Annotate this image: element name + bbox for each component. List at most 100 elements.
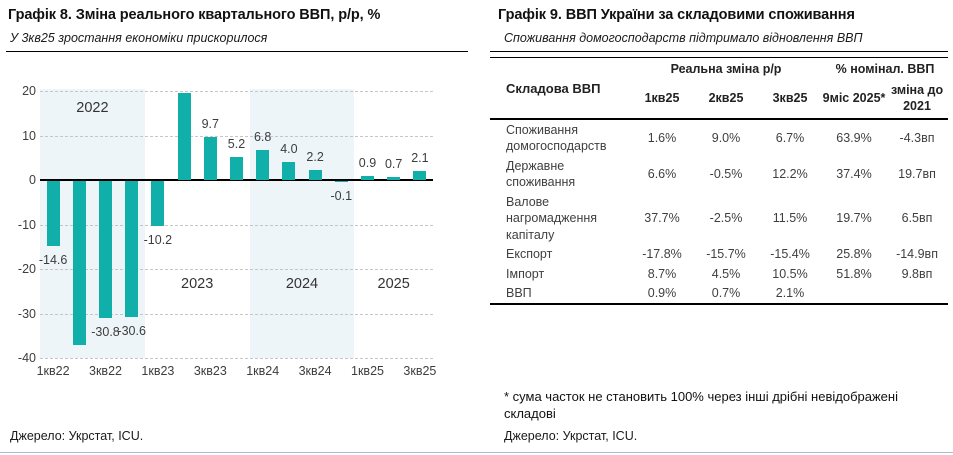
x-tick-label-3кв25: 3кв25 xyxy=(403,364,437,378)
bar-value-label-3кв25: 2.1 xyxy=(411,151,429,165)
year-label-2023: 2023 xyxy=(181,276,214,292)
x-tick-label-1кв24: 1кв24 xyxy=(246,364,280,378)
bar-4кв23 xyxy=(230,157,243,180)
column-header-9m: 9міс 2025* xyxy=(822,79,887,120)
gridline-10 xyxy=(40,135,433,137)
cell-value: 10.5% xyxy=(772,266,808,281)
bar-value-label-4кв22: -30.6 xyxy=(117,324,146,338)
cell-value: 37.7% xyxy=(644,211,680,225)
row-label: Експорт xyxy=(506,247,553,261)
cell-value: 25.8% xyxy=(836,247,872,261)
bar-2кв23 xyxy=(177,93,191,180)
cell-value: 2.1% xyxy=(758,283,823,305)
table-footnote: * сума часток не становить 100% через ін… xyxy=(504,389,898,421)
year-label-2025: 2025 xyxy=(377,276,410,292)
y-tick-label--30: -30 xyxy=(17,306,36,321)
y-tick-label--40: -40 xyxy=(17,351,36,365)
bar-value-label-3кв22: -30.8 xyxy=(91,325,120,339)
bar-value-label-1кв25: 0.9 xyxy=(358,156,377,170)
cell-value: -14.9вп xyxy=(896,247,938,261)
bar-value-label-3кв24: 2.2 xyxy=(306,150,324,164)
cell-value xyxy=(886,283,949,305)
bar-3кв23 xyxy=(203,137,217,180)
cell-value: 6.7% xyxy=(775,130,805,145)
row-label: Державне споживання xyxy=(506,158,576,190)
cell-value xyxy=(822,283,887,305)
bar-3кв22 xyxy=(99,181,112,318)
cell-value: 9.8вп xyxy=(901,266,933,281)
bar-value-label-2кв25: 0.7 xyxy=(384,157,403,171)
y-tick-label--10: -10 xyxy=(17,217,36,232)
bar-1кв25 xyxy=(361,176,374,180)
cell-value: 1.6% xyxy=(647,130,677,145)
cell-value: 6.5вп xyxy=(901,211,933,225)
bar-1кв22 xyxy=(46,181,60,246)
cell-value: 12.2% xyxy=(772,166,808,181)
table-subheader-row: 1кв25 2кв25 3кв25 9міс 2025* зміна до 20… xyxy=(490,79,949,120)
cell-value: 19.7вп xyxy=(898,166,936,181)
x-tick-label-1кв22: 1кв22 xyxy=(36,364,70,378)
row-label: Споживання домогосподарств xyxy=(506,122,607,154)
column-header-q1: 1кв25 xyxy=(630,79,694,120)
gridline--10 xyxy=(40,224,433,226)
column-header-change-2021: зміна до 2021 xyxy=(886,79,949,120)
cell-value: -15.4% xyxy=(770,247,810,261)
table-row: Споживання домогосподарств 1.6% 9.0% 6.7% 63… xyxy=(490,119,948,156)
bar-value-label-1кв22: -14.6 xyxy=(38,253,68,267)
gridline--30 xyxy=(40,313,433,315)
bar-value-label-1кв23: -10.2 xyxy=(143,233,173,247)
x-tick-label-1кв23: 1кв23 xyxy=(141,364,175,378)
cell-value: 37.4% xyxy=(836,166,872,181)
row-label: Імпорт xyxy=(506,266,545,281)
page-bottom-rule xyxy=(0,452,953,453)
bar-1кв24 xyxy=(256,150,270,180)
cell-value: -15.7% xyxy=(706,247,746,261)
cell-value: 9.0% xyxy=(711,130,741,145)
chart9-subtitle: Споживання домогосподарств підтримало ві… xyxy=(504,31,863,45)
table-group-header-row: Складова ВВП Реальна зміна р/р % номінал… xyxy=(490,57,948,120)
gridline--40 xyxy=(40,358,433,359)
cell-value: 51.8% xyxy=(836,266,872,281)
x-tick-label-3кв22: 3кв22 xyxy=(89,364,122,378)
bar-value-label-3кв23: 9.7 xyxy=(201,117,219,131)
cell-value: 8.7% xyxy=(647,266,677,281)
table-row: Валове нагромадження капіталу 37.7% -2.5% 1… xyxy=(490,192,948,245)
zero-axis-line xyxy=(40,179,433,181)
cell-value: 11.5% xyxy=(772,211,808,225)
chart8-subtitle: У 3кв25 зростання економіки прискорилося xyxy=(10,31,268,45)
row-label: ВВП xyxy=(490,283,630,305)
y-tick-label--20: -20 xyxy=(17,262,36,276)
group-header-real-change: Реальна зміна р/р xyxy=(670,62,782,76)
cell-value: -4.3вп xyxy=(899,130,935,145)
group-header-nominal-gdp: % номінал. ВВП xyxy=(835,62,935,76)
bar-4кв22 xyxy=(125,181,139,317)
year-label-2024: 2024 xyxy=(285,276,319,292)
x-tick-label-3кв23: 3кв23 xyxy=(193,364,227,378)
gridline-20 xyxy=(40,91,433,92)
x-tick-label-3кв24: 3кв24 xyxy=(298,364,332,378)
column-header-component: Складова ВВП xyxy=(490,57,630,120)
table-row: Імпорт 8.7% 4.5% 10.5% 51.8% 9.8вп xyxy=(490,264,948,284)
chart9-title: Графік 9. ВВП України за складовими спож… xyxy=(498,7,855,23)
bar-3кв24 xyxy=(308,170,322,180)
gridline--20 xyxy=(40,269,433,270)
cell-value: 19.7% xyxy=(836,211,872,225)
cell-value: 0.7% xyxy=(694,283,758,305)
table-row: Експорт -17.8% -15.7% -15.4% 25.8% -14.9вп xyxy=(490,245,948,265)
bar-2кв25 xyxy=(387,177,401,180)
bar-value-label-2кв24: 4.0 xyxy=(280,142,298,156)
bar-4кв24 xyxy=(334,181,348,182)
bar-value-label-4кв24: -0.1 xyxy=(330,189,353,203)
chart8-source: Джерело: Укрстат, ICU. xyxy=(10,429,144,443)
chart9-title-rule xyxy=(490,51,948,52)
bar-1кв23 xyxy=(151,181,165,226)
bar-3кв25 xyxy=(413,171,427,180)
x-tick-label-1кв25: 1кв25 xyxy=(351,364,384,378)
y-tick-label-0: 0 xyxy=(29,173,36,187)
cell-value: -17.8% xyxy=(642,247,682,261)
cell-value: 6.6% xyxy=(647,166,677,181)
gdp-components-table: Складова ВВП Реальна зміна р/р % номінал… xyxy=(490,57,949,305)
cell-value: 4.5% xyxy=(711,266,741,281)
cell-value: 63.9% xyxy=(836,130,872,145)
